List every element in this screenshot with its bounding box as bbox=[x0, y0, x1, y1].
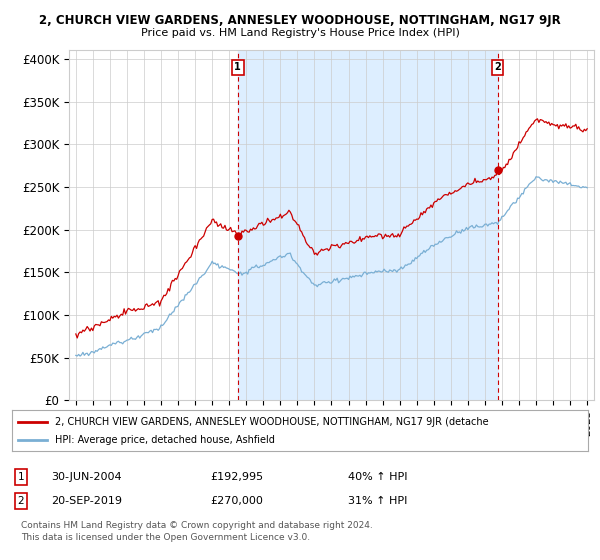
Text: This data is licensed under the Open Government Licence v3.0.: This data is licensed under the Open Gov… bbox=[21, 533, 310, 542]
Text: 2: 2 bbox=[17, 496, 25, 506]
Text: 1: 1 bbox=[17, 472, 25, 482]
Text: 2, CHURCH VIEW GARDENS, ANNESLEY WOODHOUSE, NOTTINGHAM, NG17 9JR: 2, CHURCH VIEW GARDENS, ANNESLEY WOODHOU… bbox=[39, 14, 561, 27]
Text: Price paid vs. HM Land Registry's House Price Index (HPI): Price paid vs. HM Land Registry's House … bbox=[140, 28, 460, 38]
Bar bbox=[238, 50, 497, 400]
Text: 30-JUN-2004: 30-JUN-2004 bbox=[51, 472, 122, 482]
Text: 1: 1 bbox=[235, 63, 241, 72]
Text: 20-SEP-2019: 20-SEP-2019 bbox=[51, 496, 122, 506]
Text: £192,995: £192,995 bbox=[210, 472, 263, 482]
Text: 2, CHURCH VIEW GARDENS, ANNESLEY WOODHOUSE, NOTTINGHAM, NG17 9JR (detache: 2, CHURCH VIEW GARDENS, ANNESLEY WOODHOU… bbox=[55, 417, 489, 427]
Text: HPI: Average price, detached house, Ashfield: HPI: Average price, detached house, Ashf… bbox=[55, 435, 275, 445]
Text: 2: 2 bbox=[494, 63, 501, 72]
Text: 40% ↑ HPI: 40% ↑ HPI bbox=[348, 472, 407, 482]
Text: £270,000: £270,000 bbox=[210, 496, 263, 506]
Text: Contains HM Land Registry data © Crown copyright and database right 2024.: Contains HM Land Registry data © Crown c… bbox=[21, 521, 373, 530]
Text: 31% ↑ HPI: 31% ↑ HPI bbox=[348, 496, 407, 506]
